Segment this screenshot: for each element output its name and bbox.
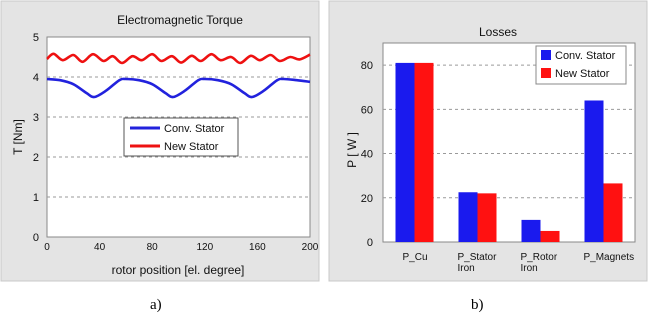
losses-category-label: P_Rotor Iron (521, 252, 558, 274)
torque-x-tick-label: 40 (94, 242, 106, 253)
torque-legend-box (123, 117, 239, 157)
torque-line-new-stator (46, 52, 311, 65)
losses-bar-new-3 (603, 183, 623, 242)
losses-category-label: P_Stator Iron (458, 252, 498, 274)
losses-legend-label-new: New Stator (555, 68, 610, 80)
torque-y-axis-label: T [Nm] (11, 119, 25, 155)
torque-chart-title: Electromagnetic Torque (117, 13, 243, 27)
torque-series-lines (46, 52, 311, 99)
losses-category-labels: P_Cu P_Stator Iron P_Rotor Iron P_Magnets (403, 252, 635, 274)
torque-y-tick-label: 2 (33, 152, 39, 164)
torque-legend-label-conv: Conv. Stator (164, 123, 225, 135)
losses-y-ticks: 0 20 40 60 80 (361, 60, 373, 249)
torque-x-tick-label: 120 (196, 242, 213, 253)
torque-grid (47, 76, 310, 198)
losses-bar-conv-1 (458, 192, 478, 242)
losses-bar-conv-3 (584, 100, 604, 242)
torque-y-tick-label: 5 (33, 32, 39, 44)
caption-left: a) (150, 297, 162, 313)
losses-legend: Conv. Stator New Stator (535, 45, 627, 85)
losses-legend-label-conv: Conv. Stator (555, 50, 616, 62)
losses-y-tick-label: 40 (361, 149, 373, 161)
torque-x-ticks: 0 40 80 120 160 200 (44, 242, 319, 253)
losses-bar-new-0 (414, 62, 434, 243)
losses-legend-swatch-conv (541, 50, 551, 60)
caption-right: b) (471, 297, 484, 313)
torque-y-tick-label: 0 (33, 232, 39, 244)
losses-y-axis-label: P [ W ] (345, 132, 359, 168)
losses-legend-swatch-new (541, 68, 551, 78)
torque-x-tick-label: 80 (147, 242, 159, 253)
losses-bar-new-2 (540, 230, 560, 242)
torque-line-conv-stator (46, 77, 311, 99)
torque-y-tick-label: 4 (33, 72, 39, 84)
torque-y-tick-label: 1 (33, 192, 39, 204)
losses-category-label: P_Cu (403, 252, 428, 263)
losses-category-label: P_Magnets (584, 252, 635, 263)
losses-y-tick-label: 80 (361, 60, 373, 72)
losses-bars (395, 62, 623, 243)
torque-x-tick-label: 200 (302, 242, 319, 253)
torque-legend-label-new: New Stator (164, 141, 219, 153)
losses-y-tick-label: 60 (361, 104, 373, 116)
losses-bar-conv-2 (521, 219, 541, 242)
torque-x-tick-label: 0 (44, 242, 50, 253)
torque-legend: Conv. Stator New Stator (123, 117, 239, 157)
losses-bar-new-1 (477, 193, 497, 242)
losses-chart: Losses 0 20 40 60 80 P_Cu P_Stator Iron P_Rotor… (328, 0, 648, 282)
losses-y-tick-label: 20 (361, 193, 373, 205)
torque-x-axis-label: rotor position [el. degree] (112, 263, 245, 277)
torque-x-tick-label: 160 (249, 242, 266, 253)
torque-y-ticks: 0 1 2 3 4 5 (33, 32, 39, 244)
torque-chart: Electromagnetic Torque 0 1 2 3 4 5 0 40 80 120 16… (0, 0, 320, 282)
losses-y-tick-label: 0 (367, 237, 373, 249)
losses-bar-conv-0 (395, 62, 415, 243)
losses-chart-title: Losses (479, 25, 517, 39)
torque-y-tick-label: 3 (33, 112, 39, 124)
